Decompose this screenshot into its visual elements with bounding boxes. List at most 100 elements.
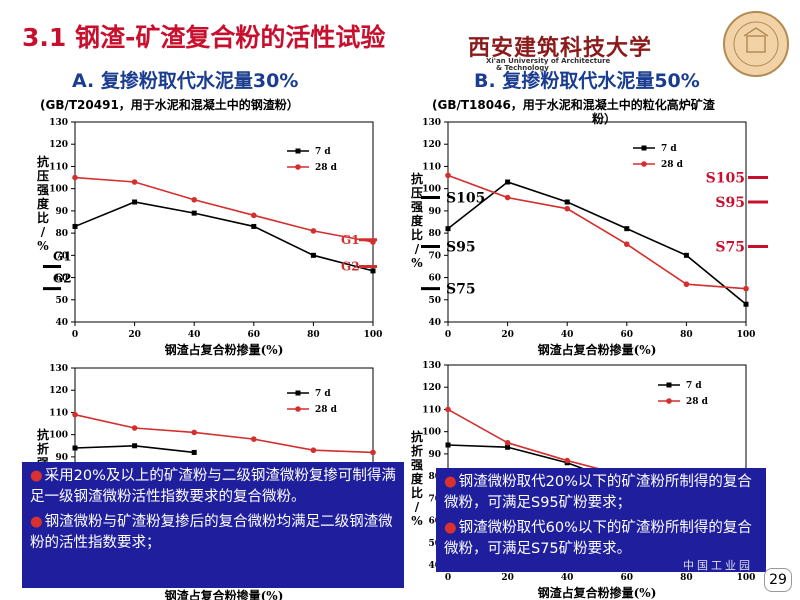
data-point xyxy=(564,457,570,464)
legend-label: 7 d xyxy=(315,389,331,399)
y-tick-label: 130 xyxy=(49,118,68,128)
chart-b-compressive-ylabel: 抗压强度比 /% xyxy=(410,172,423,270)
legend-label: 28 d xyxy=(661,160,684,170)
legend-marker xyxy=(666,382,672,388)
y-tick-label: 100 xyxy=(49,431,68,441)
data-point xyxy=(191,449,197,455)
series-line-1 xyxy=(447,408,628,477)
reference-label: S105 xyxy=(706,171,745,187)
data-point xyxy=(683,281,690,288)
x-tick-label: 100 xyxy=(737,330,756,340)
reference-label: S95 xyxy=(715,195,745,211)
series-line-1 xyxy=(447,174,747,290)
chart-b-flexural-ylabel: 抗折强度比 /% xyxy=(410,430,423,528)
x-tick-label: 40 xyxy=(561,573,574,583)
data-point xyxy=(505,179,511,185)
x-tick-label: 80 xyxy=(307,330,320,340)
legend-marker xyxy=(641,161,647,167)
notes-a-box: ● 采用20%及以上的矿渣粉与二级钢渣微粉复掺可制得满足一级钢渣微粉活性指数要求的… xyxy=(22,462,404,588)
data-point xyxy=(251,212,257,219)
y-tick-label: 120 xyxy=(49,386,68,396)
legend-label: 28 d xyxy=(315,163,338,173)
y-tick-label: 110 xyxy=(422,405,441,415)
chart-b-flexural: 40 50 60 70 80 90 100 110 120 130 0 20 40 60 80 100 钢渣占复… xyxy=(422,361,756,600)
slide-title: 3.1 钢渣-矿渣复合粉的活性试验 xyxy=(22,23,386,52)
x-tick-label: 100 xyxy=(364,330,383,340)
data-point xyxy=(72,174,78,181)
x-tick-label: 80 xyxy=(680,573,693,583)
chart-a-compressive: 40 50 60 70 80 90 100 110 120 130 0 20 40 60 80 100 钢渣占复… xyxy=(43,118,383,357)
y-tick-label: 110 xyxy=(49,408,68,418)
x-tick-label: 80 xyxy=(680,330,693,340)
notes-b-item-1: ● 钢渣微粉取代20%以下的矿渣粉所制得的复合微粉，可满足S95矿粉要求； xyxy=(444,474,752,511)
data-point xyxy=(72,223,78,229)
data-point xyxy=(131,179,138,185)
chart-a-compressive-ylabel: 抗压强度比 /% xyxy=(36,155,49,253)
y-tick-label: 130 xyxy=(422,118,441,128)
data-point xyxy=(191,196,197,203)
y-tick-label: 100 xyxy=(422,428,441,438)
y-tick-label: 110 xyxy=(49,162,68,172)
data-point xyxy=(370,449,376,456)
notes-b-item-2: ● 钢渣微粉取代60%以下的矿渣粉所制得的复合微粉，可满足S75矿粉要求。 xyxy=(444,520,752,557)
legend-marker xyxy=(641,145,647,151)
data-point xyxy=(191,429,197,436)
section-a-heading: A. 复掺粉取代水泥量30% xyxy=(72,70,299,92)
y-tick-label: 80 xyxy=(428,472,441,482)
y-tick-label: 60 xyxy=(55,274,68,284)
y-tick-label: 100 xyxy=(422,185,441,195)
y-tick-label: 110 xyxy=(422,162,441,172)
y-tick-label: 90 xyxy=(55,453,68,463)
y-tick-label: 100 xyxy=(49,185,68,195)
reference-label: S95 xyxy=(446,239,476,255)
x-tick-label: 20 xyxy=(501,330,514,340)
y-tick-label: 120 xyxy=(422,383,441,393)
legend-marker xyxy=(295,390,301,396)
reference-label: S105 xyxy=(446,191,485,207)
data-point xyxy=(191,210,197,216)
chart-b-compressive: 40 50 60 70 80 90 100 110 120 130 0 20 40 60 80 100 钢渣占复… xyxy=(421,118,768,357)
legend-marker xyxy=(666,398,672,404)
series-line-0 xyxy=(74,201,374,272)
reference-label: G2 xyxy=(53,272,72,286)
legend-label: 7 d xyxy=(661,144,677,154)
y-tick-label: 80 xyxy=(428,229,441,239)
section-b-standard-line1: (GB/T18046，用于水泥和混凝土中的粒化高炉矿渣 xyxy=(432,98,715,112)
data-point xyxy=(132,199,138,205)
y-tick-label: 50 xyxy=(428,539,441,549)
y-tick-label: 40 xyxy=(428,318,441,328)
x-tick-label: 100 xyxy=(737,573,756,583)
legend-marker xyxy=(295,164,301,170)
series-line-1 xyxy=(74,413,374,454)
reference-label: S75 xyxy=(715,239,745,255)
legend-label: 28 d xyxy=(315,405,338,415)
page-number: 29 xyxy=(764,568,792,592)
legend-marker xyxy=(295,406,301,412)
x-tick-label: 0 xyxy=(445,330,451,340)
notes-b-box: ● 钢渣微粉取代20%以下的矿渣粉所制得的复合微粉，可满足S95矿粉要求； ● 钢渣… xyxy=(436,468,766,572)
x-tick-label: 0 xyxy=(72,330,78,340)
y-tick-label: 70 xyxy=(428,494,441,504)
x-tick-label: 20 xyxy=(128,330,141,340)
y-tick-label: 130 xyxy=(49,364,68,374)
plot-frame xyxy=(74,121,374,323)
data-point xyxy=(72,445,78,451)
x-tick-label: 40 xyxy=(561,330,574,340)
y-tick-label: 50 xyxy=(55,296,68,306)
university-logo-en-line1: Xi'an University of Architecture xyxy=(486,57,611,65)
data-point xyxy=(564,205,570,212)
data-point xyxy=(624,226,630,232)
series-line-0 xyxy=(447,181,747,305)
legend-label: 28 d xyxy=(686,397,709,407)
university-logo-text: 西安建筑科技大学 xyxy=(468,35,653,61)
section-b-heading: B. 复掺粉取代水泥量50% xyxy=(474,70,700,92)
y-tick-label: 120 xyxy=(422,140,441,150)
data-point xyxy=(251,223,257,229)
watermark-text: 中国工业园 xyxy=(683,559,753,572)
y-tick-label: 40 xyxy=(55,318,68,328)
y-tick-label: 70 xyxy=(428,251,441,261)
data-point xyxy=(683,252,689,258)
plot-frame xyxy=(447,121,747,323)
data-point xyxy=(505,444,511,450)
y-tick-label: 130 xyxy=(422,361,441,371)
